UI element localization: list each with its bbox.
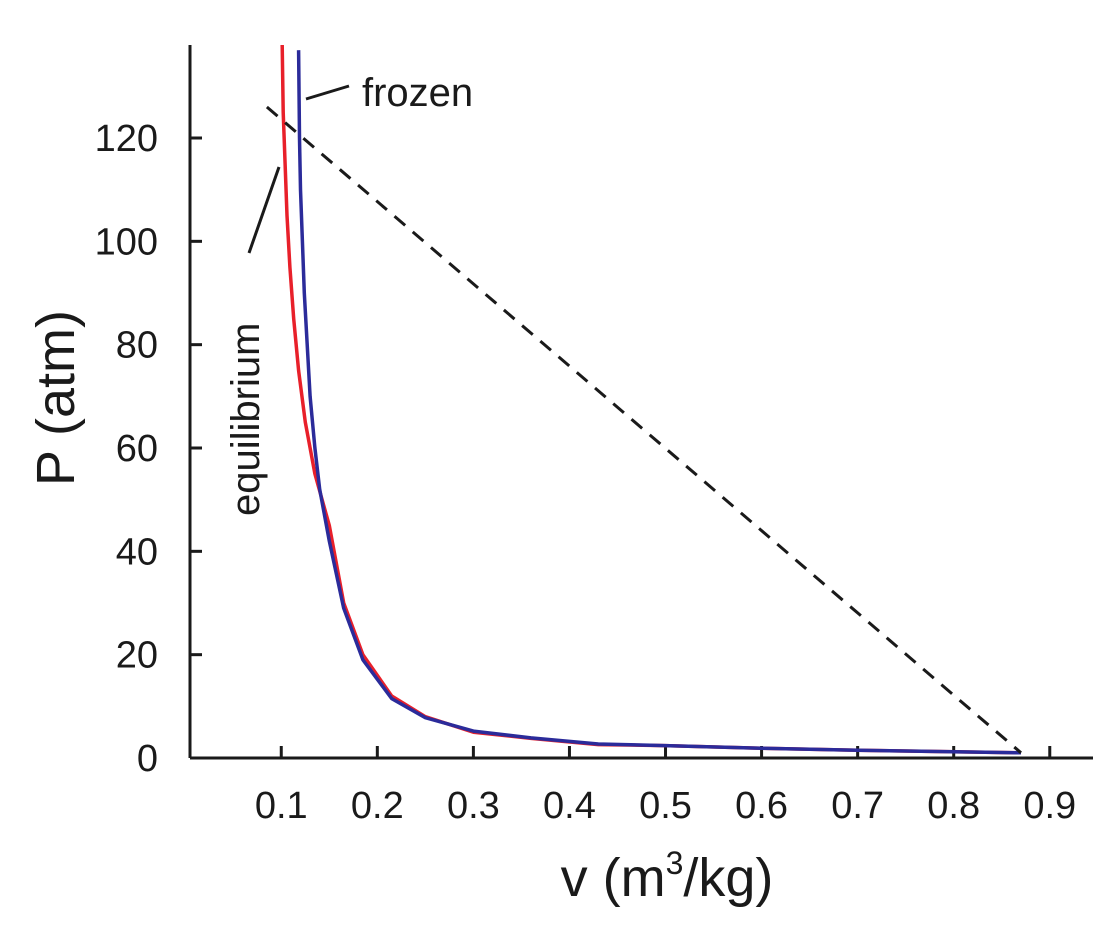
frozen-label: frozen xyxy=(362,71,473,115)
y-axis-title: P (atm) xyxy=(26,310,86,486)
y-ticks: 0 20 40 60 80 100 120 xyxy=(95,118,202,780)
y-tick-label: 120 xyxy=(95,118,158,160)
x-tick-label: 0.4 xyxy=(543,785,596,827)
series-equilibrium-line xyxy=(280,44,1022,755)
axes xyxy=(188,45,1093,760)
series-frozen-line xyxy=(296,50,1022,755)
x-tick-label: 0.8 xyxy=(927,785,980,827)
x-axis-title: v (m3/kg) xyxy=(561,845,774,908)
x-tick-label: 0.7 xyxy=(831,785,884,827)
frozen-leader-line xyxy=(305,84,350,101)
x-axis-title-sup: 3 xyxy=(666,845,684,881)
equilibrium-leader-line xyxy=(247,166,281,254)
x-axis-title-tail: /kg) xyxy=(683,848,773,908)
y-tick-label: 20 xyxy=(116,635,158,677)
equilibrium-label: equilibrium xyxy=(224,323,268,516)
x-tick-label: 0.1 xyxy=(255,785,308,827)
x-tick-label: 0.9 xyxy=(1023,785,1076,827)
x-axis-title-main: v (m xyxy=(561,848,666,908)
series-layer xyxy=(265,44,1022,755)
y-tick-label: 0 xyxy=(137,738,158,780)
y-tick-label: 60 xyxy=(116,428,158,470)
y-tick-label: 100 xyxy=(95,221,158,263)
series-2-line xyxy=(265,105,1022,754)
y-tick-label: 80 xyxy=(116,325,158,367)
x-tick-label: 0.5 xyxy=(639,785,692,827)
x-tick-label: 0.2 xyxy=(351,785,404,827)
y-tick-label: 40 xyxy=(116,531,158,573)
x-tick-label: 0.6 xyxy=(735,785,788,827)
x-tick-label: 0.3 xyxy=(447,785,500,827)
